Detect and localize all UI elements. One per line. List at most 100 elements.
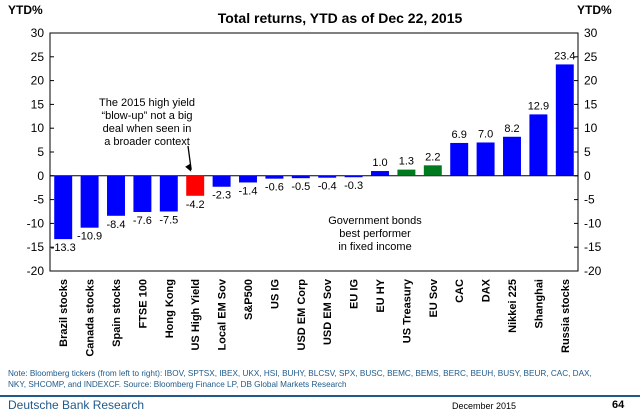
data-labels: -13.3-10.9 -8.4 -7.6 -7.5 -4.2 -2.3 -1.4 -0.6 -0… [51, 50, 576, 254]
category-label: Brazil stocks [58, 279, 70, 347]
data-label: -8.4 [107, 219, 126, 231]
category-label: USD EM Corp [296, 279, 308, 351]
y-tick-label-right: -10 [584, 216, 602, 230]
category-label: Canada stocks [85, 279, 97, 357]
data-label: -4.2 [186, 199, 205, 211]
bar [291, 175, 310, 179]
data-label: -1.4 [239, 185, 258, 197]
data-label: 1.3 [399, 156, 414, 168]
bar [503, 136, 521, 176]
annotation-govt-bonds-line: in fixed income [338, 241, 411, 253]
data-label: 1.0 [372, 157, 387, 169]
annotation-high-yield-line: a broader context [104, 136, 190, 148]
data-label: -13.3 [51, 242, 76, 254]
category-label: EU Sov [428, 278, 440, 317]
y-tick-label-left: 25 [31, 50, 45, 64]
bar [450, 142, 469, 176]
plot-frame [49, 32, 579, 272]
category-label: Nikkei 225 [507, 279, 519, 333]
data-label: -7.6 [133, 215, 152, 227]
annotation-high-yield-line: The 2015 high yield [99, 97, 195, 109]
category-label: FTSE 100 [137, 279, 149, 329]
y-tick-label-left: -5 [33, 193, 44, 207]
total-returns-chart: Total returns, YTD as of Dec 22, 2015 YT… [8, 3, 612, 357]
category-label: US Treasury [401, 278, 413, 343]
y-tick-label-left: 20 [31, 74, 45, 88]
y-tick-label-left: 0 [37, 169, 44, 183]
chart-title: Total returns, YTD as of Dec 22, 2015 [218, 10, 463, 26]
y-tick-label-right: 10 [584, 121, 598, 135]
y-tick-label-right: 5 [584, 145, 591, 159]
category-label: CAC [454, 279, 466, 303]
category-label: Shanghai [533, 279, 545, 329]
y-tick-label-left: 15 [31, 97, 45, 111]
data-label: 12.9 [528, 100, 549, 112]
bar [133, 175, 152, 212]
y-tick-label-right: 30 [584, 26, 598, 40]
annotation-govt-bonds-line: Government bonds [328, 215, 422, 227]
y-tick-label-right: 20 [584, 74, 598, 88]
y-tick-label-right: -5 [584, 193, 595, 207]
bar [555, 64, 574, 176]
y-tick-label-right: 25 [584, 50, 598, 64]
annotation-arrow [187, 145, 192, 170]
y-tick-label-left: 30 [31, 26, 45, 40]
y-axis-label-left: YTD% [8, 3, 43, 17]
data-label: 6.9 [452, 129, 467, 141]
y-tick-label-right: -15 [584, 240, 602, 254]
data-label: -0.5 [291, 181, 310, 193]
data-label: 8.2 [504, 123, 519, 135]
data-label: -0.3 [344, 180, 363, 192]
y-tick-label-right: 15 [584, 97, 598, 111]
bar [423, 165, 442, 176]
bar [371, 171, 389, 176]
annotation-govt-bonds-line: best performer [339, 228, 411, 240]
axes: 30 30 25 25 20 20 15 15 10 10 5 5 0 0 -5 -5 -10 -10 -15 -15… [27, 26, 602, 278]
bar [212, 175, 231, 187]
bars [54, 64, 574, 240]
page-number: 64 [612, 399, 625, 411]
y-tick-label-right: 0 [584, 169, 591, 183]
y-tick-label-left: 5 [37, 145, 44, 159]
y-tick-label-left: -20 [27, 264, 45, 278]
y-tick-label-right: -20 [584, 264, 602, 278]
annotation-high-yield-line: “blow-up” not a big [101, 110, 192, 122]
data-label: 2.2 [425, 151, 440, 163]
category-label: S&P500 [243, 279, 255, 320]
category-label: Hong Kong [164, 279, 176, 338]
data-label: -7.5 [159, 215, 178, 227]
publication-date: December 2015 [452, 401, 517, 411]
bar [344, 175, 363, 178]
category-label: Russia stocks [560, 279, 572, 353]
data-label: -0.6 [265, 182, 284, 194]
publisher-name: Deutsche Bank Research [8, 398, 145, 412]
bar [476, 142, 495, 176]
category-label: US IG [269, 279, 281, 309]
bar [265, 175, 284, 179]
data-label: 23.4 [554, 50, 575, 62]
category-label: Spain stocks [111, 279, 123, 347]
category-label: Local EM Sov [217, 278, 229, 350]
data-label: -2.3 [212, 190, 231, 202]
data-label: -10.9 [77, 231, 102, 243]
bar [54, 175, 73, 240]
category-label: EU HY [375, 278, 387, 312]
footer-divider [0, 395, 640, 397]
bar [239, 175, 257, 183]
bar [529, 114, 548, 176]
data-label: -0.4 [318, 181, 337, 193]
category-label: US High Yield [190, 279, 202, 351]
category-label: DAX [481, 278, 493, 302]
source-note: Note: Bloomberg tickers (from left to ri… [8, 369, 592, 389]
y-axis-label-right: YTD% [577, 3, 612, 17]
bar [318, 175, 337, 178]
bar [397, 169, 416, 176]
annotations: The 2015 high yield“blow-up” not a bigde… [99, 97, 422, 253]
annotation-high-yield-line: deal when seen in [103, 123, 192, 135]
y-tick-label-left: -15 [27, 240, 45, 254]
category-labels: Brazil stocks Canada stocks Spain stocks FT… [58, 278, 572, 357]
y-tick-label-left: -10 [27, 216, 45, 230]
category-label: USD EM Sov [322, 278, 334, 345]
bar [107, 175, 125, 216]
bar [186, 175, 205, 196]
